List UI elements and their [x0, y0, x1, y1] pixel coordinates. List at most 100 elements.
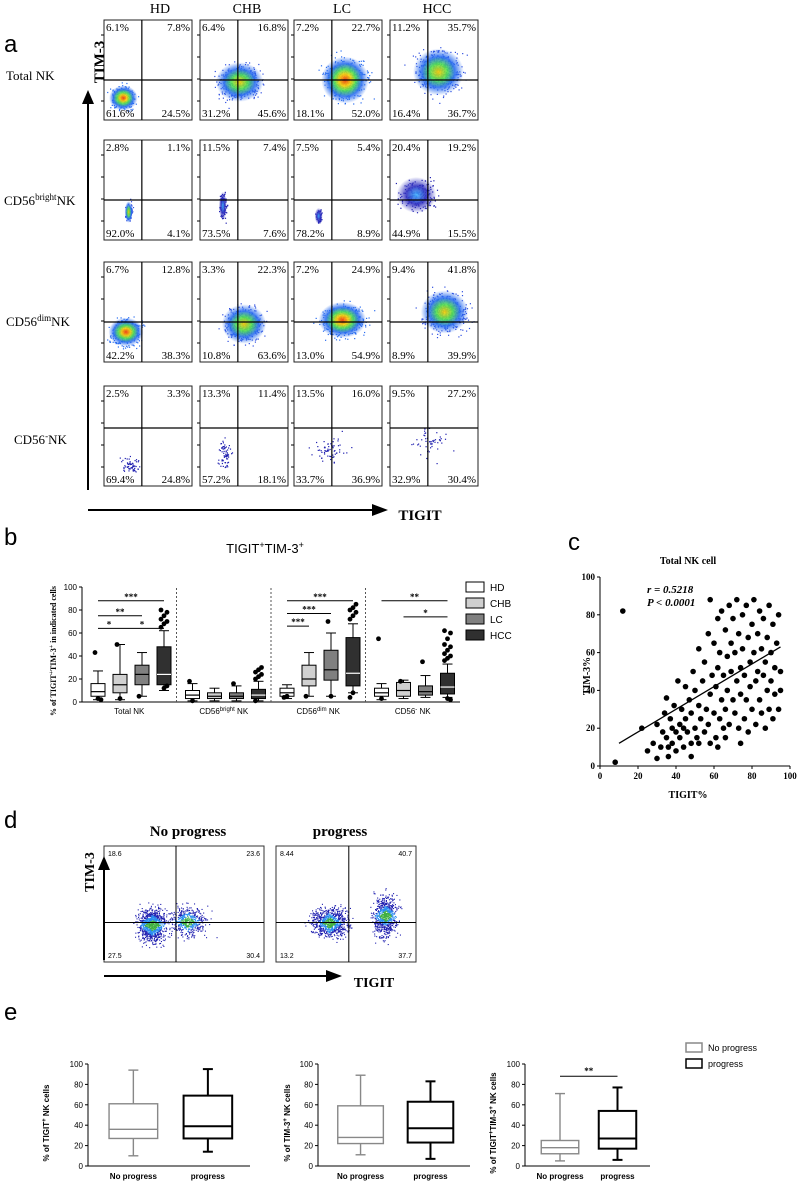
quadrant-lower-left: 69.4% [106, 474, 134, 486]
flow-event-dot [122, 348, 125, 350]
flow-event-dot [229, 308, 231, 310]
scatter-point [703, 706, 710, 713]
flow-event-dot [157, 930, 159, 932]
outlier-point [350, 613, 356, 619]
scatter-point [663, 734, 670, 741]
flow-event-dot [263, 84, 265, 86]
legend-label: CHB [490, 599, 511, 610]
flow-event-dot [226, 452, 228, 454]
outlier-point [187, 678, 192, 684]
flow-event-dot [432, 440, 434, 442]
box-2-lc [229, 681, 244, 702]
group-label-main: CD56 [395, 707, 416, 716]
flow-event-dot [333, 462, 335, 464]
box-1-lc [134, 652, 150, 699]
flow-event-dot [434, 441, 436, 443]
scatter-point [737, 691, 744, 697]
legend-label: HCC [490, 631, 512, 642]
box-iqr [323, 649, 339, 681]
flow-event-dot [118, 110, 121, 112]
flow-event-dot [223, 455, 225, 457]
flow-event-dot [223, 446, 225, 448]
flow-event-dot [140, 925, 142, 927]
flow-event-dot [240, 303, 242, 305]
outlier-point [164, 683, 170, 689]
flow-event-dot [335, 339, 338, 341]
flow-event-dot [132, 465, 134, 467]
flow-event-dot [233, 344, 235, 346]
flow-event-dot [163, 934, 165, 936]
flow-event-dot [129, 468, 131, 470]
flow-event-dot [126, 462, 129, 464]
flow-event-dot [218, 459, 220, 461]
quadrant-lower-left: 61.6% [106, 108, 134, 120]
flow-event-dot [125, 347, 127, 349]
flow-event-dot [132, 207, 135, 209]
flow-event-dot [369, 324, 371, 326]
flow-event-dot [222, 465, 224, 467]
quadrant-lower-right: 36.7% [448, 108, 476, 120]
scatter-point [724, 687, 731, 694]
flow-event-dot [466, 54, 468, 56]
flow-event-dot [147, 926, 149, 928]
flow-event-dot [142, 324, 144, 326]
outlier-point [445, 647, 450, 653]
scatter-point [751, 649, 757, 656]
flow-event-dot [417, 444, 419, 446]
significance-label: *** [302, 604, 316, 614]
flow-event-dot [397, 203, 399, 205]
flow-event-dot [412, 55, 414, 57]
x-tick-label: 60 [710, 771, 720, 781]
flow-event-dot [332, 445, 334, 447]
quadrant-lower-right: 30.4% [448, 474, 476, 486]
quadrant-upper-left: 2.8% [106, 142, 129, 154]
flow-event-dot [254, 341, 256, 343]
flow-event-dot [127, 110, 129, 112]
y-tick-label: 0 [73, 698, 78, 707]
flow-event-dot [137, 461, 139, 463]
scatter-point [696, 702, 702, 709]
scatter-point [762, 659, 769, 665]
panel-c-stat-r: r = 0.5218 [647, 584, 694, 596]
quadrant-lower-right: 8.9% [357, 228, 380, 240]
scatter-point [716, 715, 723, 722]
column-header-hd: HD [150, 2, 170, 17]
flow-event-dot [129, 455, 131, 458]
flow-event-dot [339, 444, 341, 446]
box-4-hcc [440, 628, 455, 703]
flow-event-dot [149, 914, 151, 916]
quadrant-lower-left: 10.8% [202, 350, 230, 362]
scatter-point [747, 683, 753, 690]
significance-label: *** [124, 592, 138, 602]
quadrant-upper-left: 2.5% [106, 388, 129, 400]
quadrant-upper-left: 6.1% [106, 22, 129, 34]
flow-event-dot [443, 95, 445, 97]
flow-event-dot [227, 453, 229, 455]
flow-event-dot [131, 467, 133, 469]
outlier-point [158, 607, 164, 613]
group-label: CD56dim NK [297, 707, 341, 716]
flow-event-dot [223, 447, 225, 449]
box-3-hcc [345, 601, 361, 700]
quadrant-lower-left: 42.2% [106, 350, 134, 362]
flow-event-dot [423, 49, 425, 51]
flow-event-dot [369, 75, 371, 77]
box-iqr [418, 685, 433, 696]
outlier-point [445, 636, 450, 642]
flow-event-dot [224, 193, 226, 195]
x-tick-label: 40 [672, 771, 682, 781]
flow-event-dot [471, 307, 473, 309]
panel-d-title-progress: progress [313, 824, 368, 840]
flow-event-dot [129, 463, 131, 465]
flow-event-dot [363, 334, 365, 336]
x-axis-arrowhead [372, 504, 388, 516]
flow-event-dot [141, 919, 143, 921]
scatter-point [728, 668, 734, 675]
flow-event-dot [131, 205, 133, 207]
flow-event-dot [340, 50, 342, 52]
flow-event-dot [322, 330, 325, 332]
flow-plot-r1-c2: 6.4% 16.8%31.2% 45.6% [197, 19, 289, 121]
flow-event-dot [162, 931, 164, 933]
flow-event-dot [252, 345, 254, 347]
